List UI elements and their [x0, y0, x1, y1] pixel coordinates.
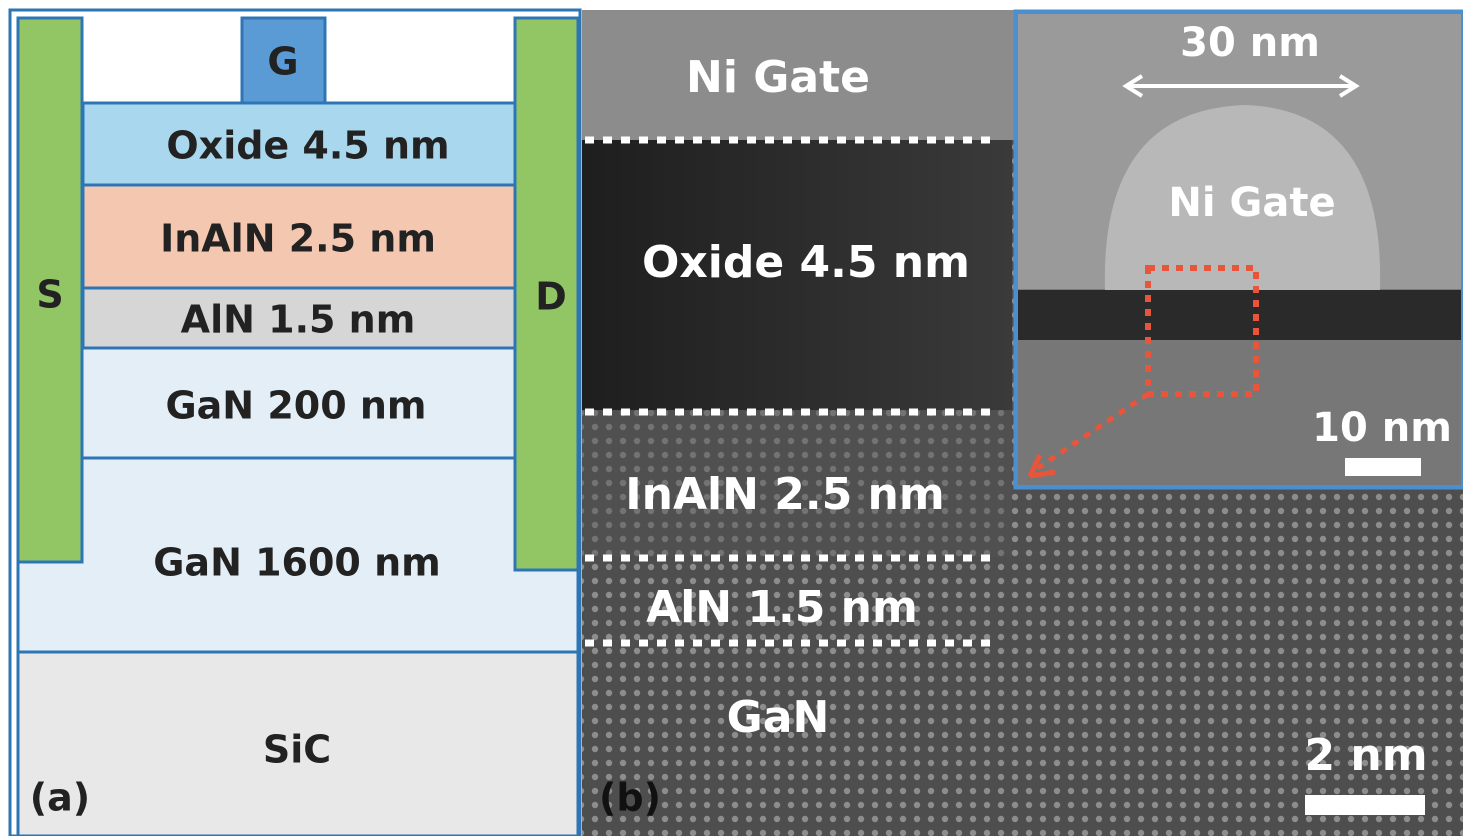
figure: S G D Oxide 4.5 nm InAlN 2.5 nm AlN 1.5 …	[0, 0, 1463, 836]
layer-label: InAlN 2.5 nm	[625, 469, 944, 520]
layer-label: Ni Gate	[686, 52, 870, 103]
layer-label: GaN 200 nm	[165, 384, 426, 428]
electrode-label: D	[535, 275, 567, 319]
electrode-label: G	[267, 40, 298, 84]
layer-label: AlN 1.5 nm	[646, 582, 918, 633]
inset: 30 nm Ni Gate 10 nm	[1016, 12, 1463, 487]
layer-label: Oxide 4.5 nm	[166, 124, 449, 168]
layer-label: GaN 1600 nm	[153, 541, 441, 585]
layer-label: GaN	[727, 692, 830, 743]
layer-label: AlN 1.5 nm	[181, 298, 416, 342]
dimension-label: 30 nm	[1180, 20, 1320, 66]
panel-label: (b)	[599, 776, 661, 820]
layer-label: Oxide 4.5 nm	[642, 237, 970, 288]
panel-b: Ni Gate Oxide 4.5 nm InAlN 2.5 nm AlN 1.…	[582, 10, 1463, 836]
electrode-label: S	[36, 273, 63, 317]
layer-label: Ni Gate	[1168, 180, 1335, 226]
layer-label: InAlN 2.5 nm	[160, 217, 436, 261]
scale-label: 10 nm	[1312, 405, 1452, 451]
scale-label: 2 nm	[1304, 730, 1427, 781]
layer-label: SiC	[263, 728, 331, 772]
panel-label: (a)	[30, 776, 90, 820]
panel-a: S G D Oxide 4.5 nm InAlN 2.5 nm AlN 1.5 …	[10, 10, 580, 836]
